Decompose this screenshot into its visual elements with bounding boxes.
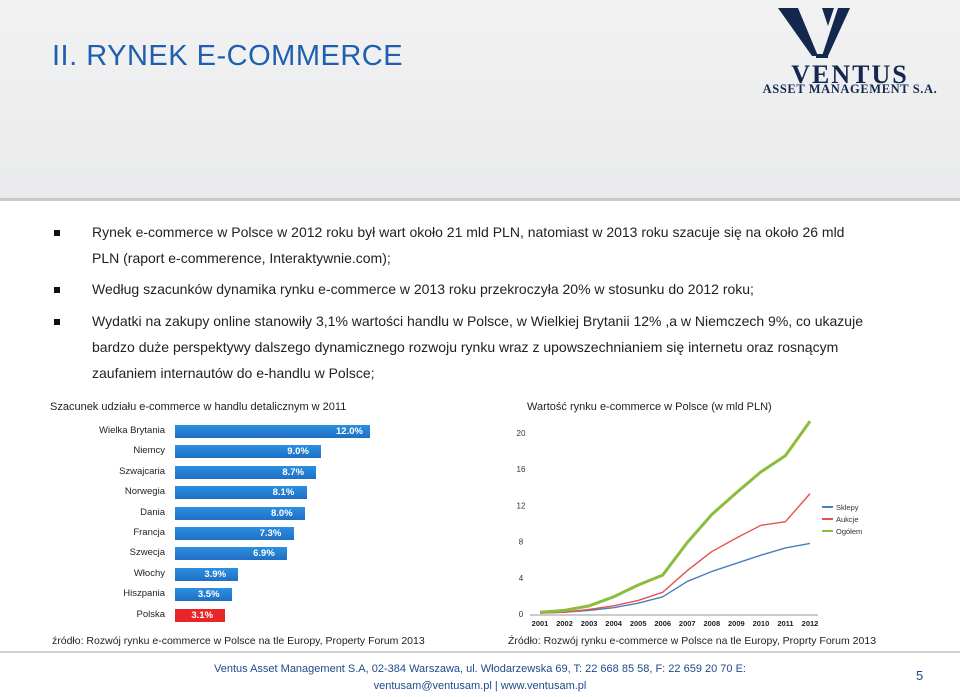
- bar: [175, 567, 239, 581]
- x-tick-label: 2011: [777, 619, 793, 628]
- bar: [175, 486, 307, 500]
- bar: [175, 465, 317, 479]
- bar-value-label: 12.0%: [336, 426, 363, 437]
- bullet-marker: [54, 230, 60, 236]
- ventus-logo-icon: [778, 8, 850, 58]
- bar: [175, 445, 322, 459]
- y-tick-label: 0: [519, 610, 524, 619]
- bar: [175, 506, 305, 520]
- bar-value-label: 8.0%: [271, 507, 293, 519]
- bar-category-label: Norwegia: [124, 486, 165, 498]
- bar: [175, 588, 232, 602]
- y-tick-label: 20: [517, 429, 526, 438]
- slide-title: II. RYNEK E-COMMERCE: [52, 40, 404, 72]
- right-chart-source: Źródło: Rozwój rynku e-commerce w Polsce…: [508, 635, 877, 647]
- bar-value-label: 8.7%: [282, 466, 305, 478]
- footer-contact: ventusam@ventusam.pl | www.ventusam.pl: [373, 680, 587, 692]
- left-chart-source: źródło: Rozwój rynku e-commerce w Polsce…: [52, 635, 425, 647]
- y-tick-label: 16: [517, 465, 526, 474]
- bullet-2-line-1: Według szacunków dynamika rynku e-commer…: [92, 281, 754, 297]
- x-tick-label: 2008: [703, 619, 720, 628]
- bar: [175, 527, 294, 540]
- bar-value-label: 3.1%: [191, 609, 214, 621]
- left-chart-caption: Szacunek udziału e-commerce w handlu det…: [50, 401, 347, 413]
- bar-category-label: Niemcy: [133, 445, 165, 457]
- bullet-3-line-2: bardzo duże perspektywy dalszego dynamic…: [92, 339, 839, 355]
- bar-category-label: Szwecja: [129, 547, 165, 559]
- x-tick-label: 2003: [581, 619, 598, 628]
- bar-category-label: Polska: [136, 608, 165, 620]
- page-number: 5: [916, 668, 924, 683]
- bullet-1-line-1: Rynek e-commerce w Polsce w 2012 roku by…: [92, 224, 845, 240]
- legend-label: Sklepy: [836, 503, 859, 512]
- bar-value-label: 9.0%: [287, 446, 309, 458]
- y-tick-label: 12: [517, 501, 526, 510]
- x-tick-label: 2012: [802, 619, 819, 628]
- bar: [175, 425, 370, 438]
- bar-category-label: Dania: [140, 506, 165, 518]
- right-chart-caption: Wartość rynku e-commerce w Polsce (w mld…: [527, 401, 772, 413]
- bullet-marker: [54, 319, 60, 325]
- series-line-sklepy: [539, 542, 811, 614]
- x-tick-label: 2002: [556, 619, 573, 628]
- x-tick-label: 2004: [605, 619, 623, 628]
- series-line-ogem: [539, 420, 812, 614]
- footer-address: Ventus Asset Management S.A, 02-384 Wars…: [214, 663, 746, 675]
- bullet-marker: [54, 287, 60, 293]
- bar-category-label: Szwajcaria: [119, 465, 165, 477]
- x-tick-label: 2005: [630, 619, 647, 628]
- bar-value-label: 3.5%: [197, 589, 220, 601]
- x-tick-label: 2010: [753, 619, 770, 628]
- bar-category-label: Hiszpania: [123, 588, 165, 600]
- bullet-1-line-2: PLN (raport e-commerence, Interaktywnie.…: [92, 250, 391, 266]
- bar-category-label: Włochy: [133, 567, 165, 579]
- bar: [175, 608, 226, 622]
- y-tick-label: 8: [519, 538, 524, 547]
- legend-label: Ogółem: [836, 527, 862, 536]
- x-tick-label: 2006: [654, 619, 671, 628]
- company-logo: VENTUS ASSET MANAGEMENT S.A.: [750, 6, 950, 98]
- bar-category-label: Francja: [133, 527, 165, 538]
- footer-divider: [0, 651, 960, 653]
- logo-name: VENTUS: [791, 60, 909, 89]
- x-tick-label: 2007: [679, 619, 696, 628]
- x-tick-label: 2009: [728, 619, 745, 628]
- bullet-3-line-3: zaufaniem internautów do e-handlu w Pols…: [92, 365, 375, 381]
- x-tick-label: 2001: [532, 619, 549, 628]
- bar-category-label: Wielka Brytania: [99, 425, 165, 436]
- bar-value-label: 8.1%: [272, 487, 295, 499]
- header-divider: [0, 198, 960, 201]
- y-tick-label: 4: [519, 574, 524, 583]
- bar-value-label: 6.9%: [253, 548, 275, 560]
- bar-value-label: 3.9%: [204, 568, 227, 580]
- series-line-aukcje: [539, 493, 811, 614]
- logo-subtitle: ASSET MANAGEMENT S.A.: [762, 82, 938, 96]
- bar: [175, 547, 288, 561]
- bullet-3-line-1: Wydatki na zakupy online stanowiły 3,1% …: [92, 313, 863, 329]
- legend-label: Aukcje: [836, 515, 859, 524]
- bar-value-label: 7.3%: [259, 528, 282, 539]
